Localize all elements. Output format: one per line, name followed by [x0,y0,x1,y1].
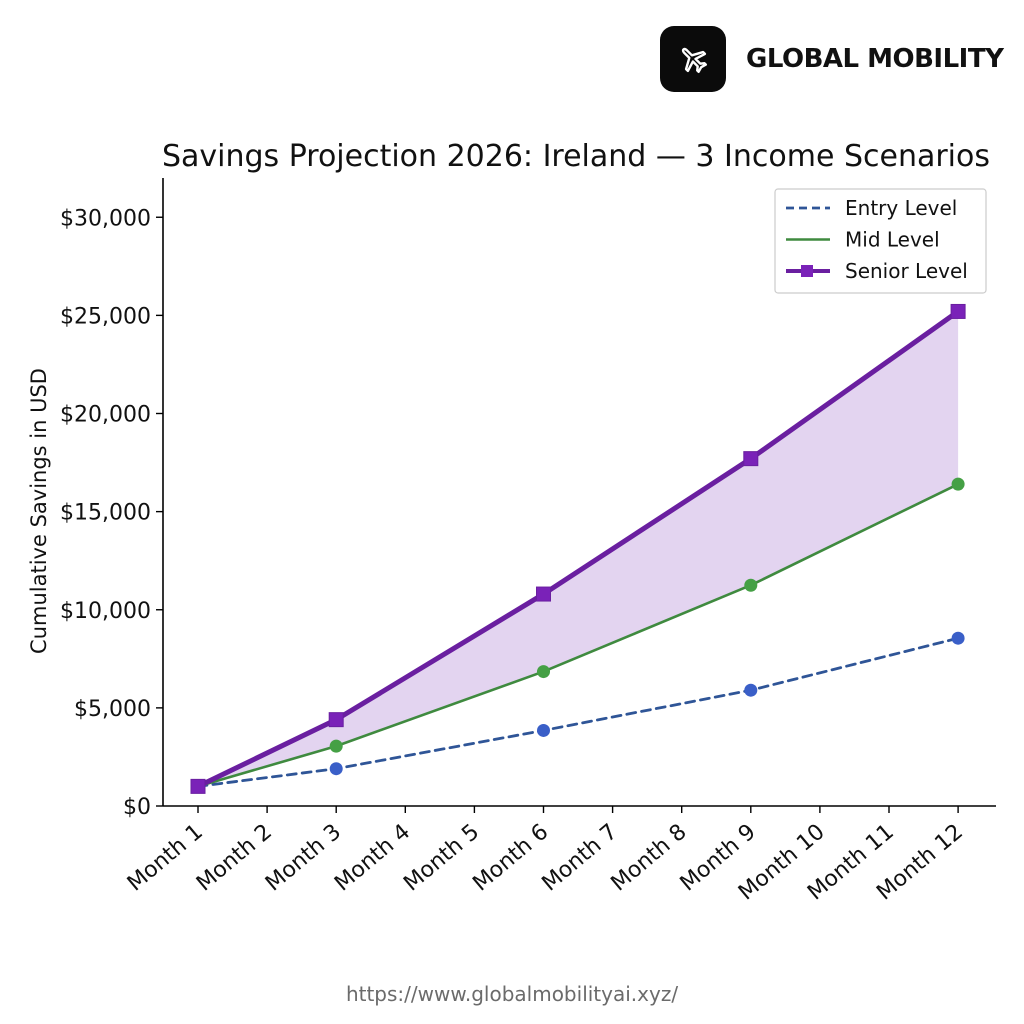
senior-level-point [536,586,551,602]
mid-level-point [951,477,965,491]
y-tick-label: $5,000 [74,697,151,722]
legend-label-entry-level: Entry Level [845,196,957,220]
entry-level-point [951,631,965,645]
senior-level-point [190,778,206,794]
entry-level-point [329,762,343,776]
entry-level-line [196,636,960,788]
x-tick-label: Month 1 [123,819,208,896]
y-axis-label: Cumulative Savings in USD [27,368,51,654]
brand: GLOBAL MOBILITY [660,26,1004,92]
y-tick-label: $10,000 [60,599,151,624]
savings-line-chart: Savings Projection 2026: Ireland — 3 Inc… [27,139,996,905]
airplane-icon [681,47,708,74]
chart-title: Savings Projection 2026: Ireland — 3 Inc… [162,139,990,174]
entry-level-point [537,723,550,737]
x-tick-label: Month 6 [468,819,553,896]
mid-level-point [329,739,343,753]
mid-level-point [537,665,550,679]
senior-level-point [950,303,966,319]
series-lines [195,308,961,789]
legend-label-mid-level: Mid Level [845,228,940,252]
brand-logo [660,26,726,92]
fill-between-area-polygon [198,311,959,787]
legend-box [774,188,987,294]
senior-level-line [195,308,961,789]
footer-url[interactable]: https://www.globalmobilityai.xyz/ [345,982,679,1006]
senior-level-point [743,451,759,467]
mid-level-point [744,578,758,592]
x-tick-label: Month 7 [537,819,622,896]
x-tick-label: Month 5 [399,819,484,896]
y-tick-label: $0 [123,795,151,820]
x-tick-label: Month 8 [607,819,692,896]
y-tick-label: $15,000 [60,501,151,526]
y-tick-label: $25,000 [60,304,151,329]
legend-label-senior-level: Senior Level [845,259,968,283]
y-tick-label: $30,000 [60,206,151,231]
entry-level-point [744,683,758,697]
legend-marker-senior-level [801,265,813,277]
x-tick-label: Month 4 [330,819,415,896]
series-markers [190,303,966,794]
senior-level-point [328,712,344,728]
x-tick-label: Month 2 [192,819,277,896]
brand-name: GLOBAL MOBILITY [746,44,1004,74]
y-tick-label: $20,000 [60,403,151,428]
legend: Entry Level Mid Level Senior Level [774,188,987,294]
x-tick-label: Month 3 [261,819,346,896]
fill-between-area [198,311,959,787]
